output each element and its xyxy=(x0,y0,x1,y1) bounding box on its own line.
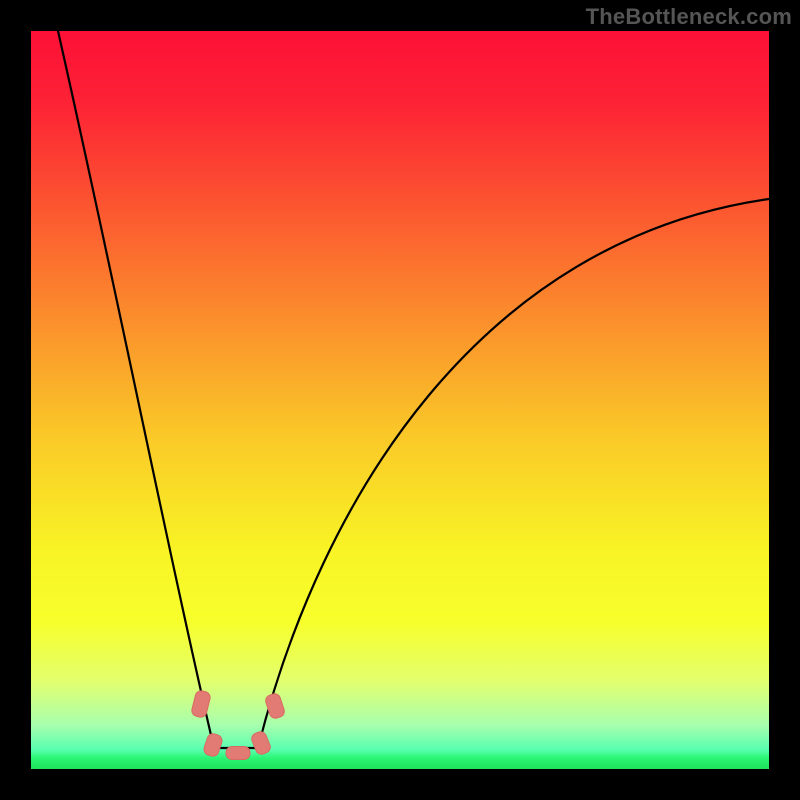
plot-background xyxy=(31,31,769,769)
bottleneck-curve-chart xyxy=(0,0,800,800)
chart-container: TheBottleneck.com xyxy=(0,0,800,800)
watermark-text: TheBottleneck.com xyxy=(586,4,792,30)
marker-mid xyxy=(226,747,250,760)
